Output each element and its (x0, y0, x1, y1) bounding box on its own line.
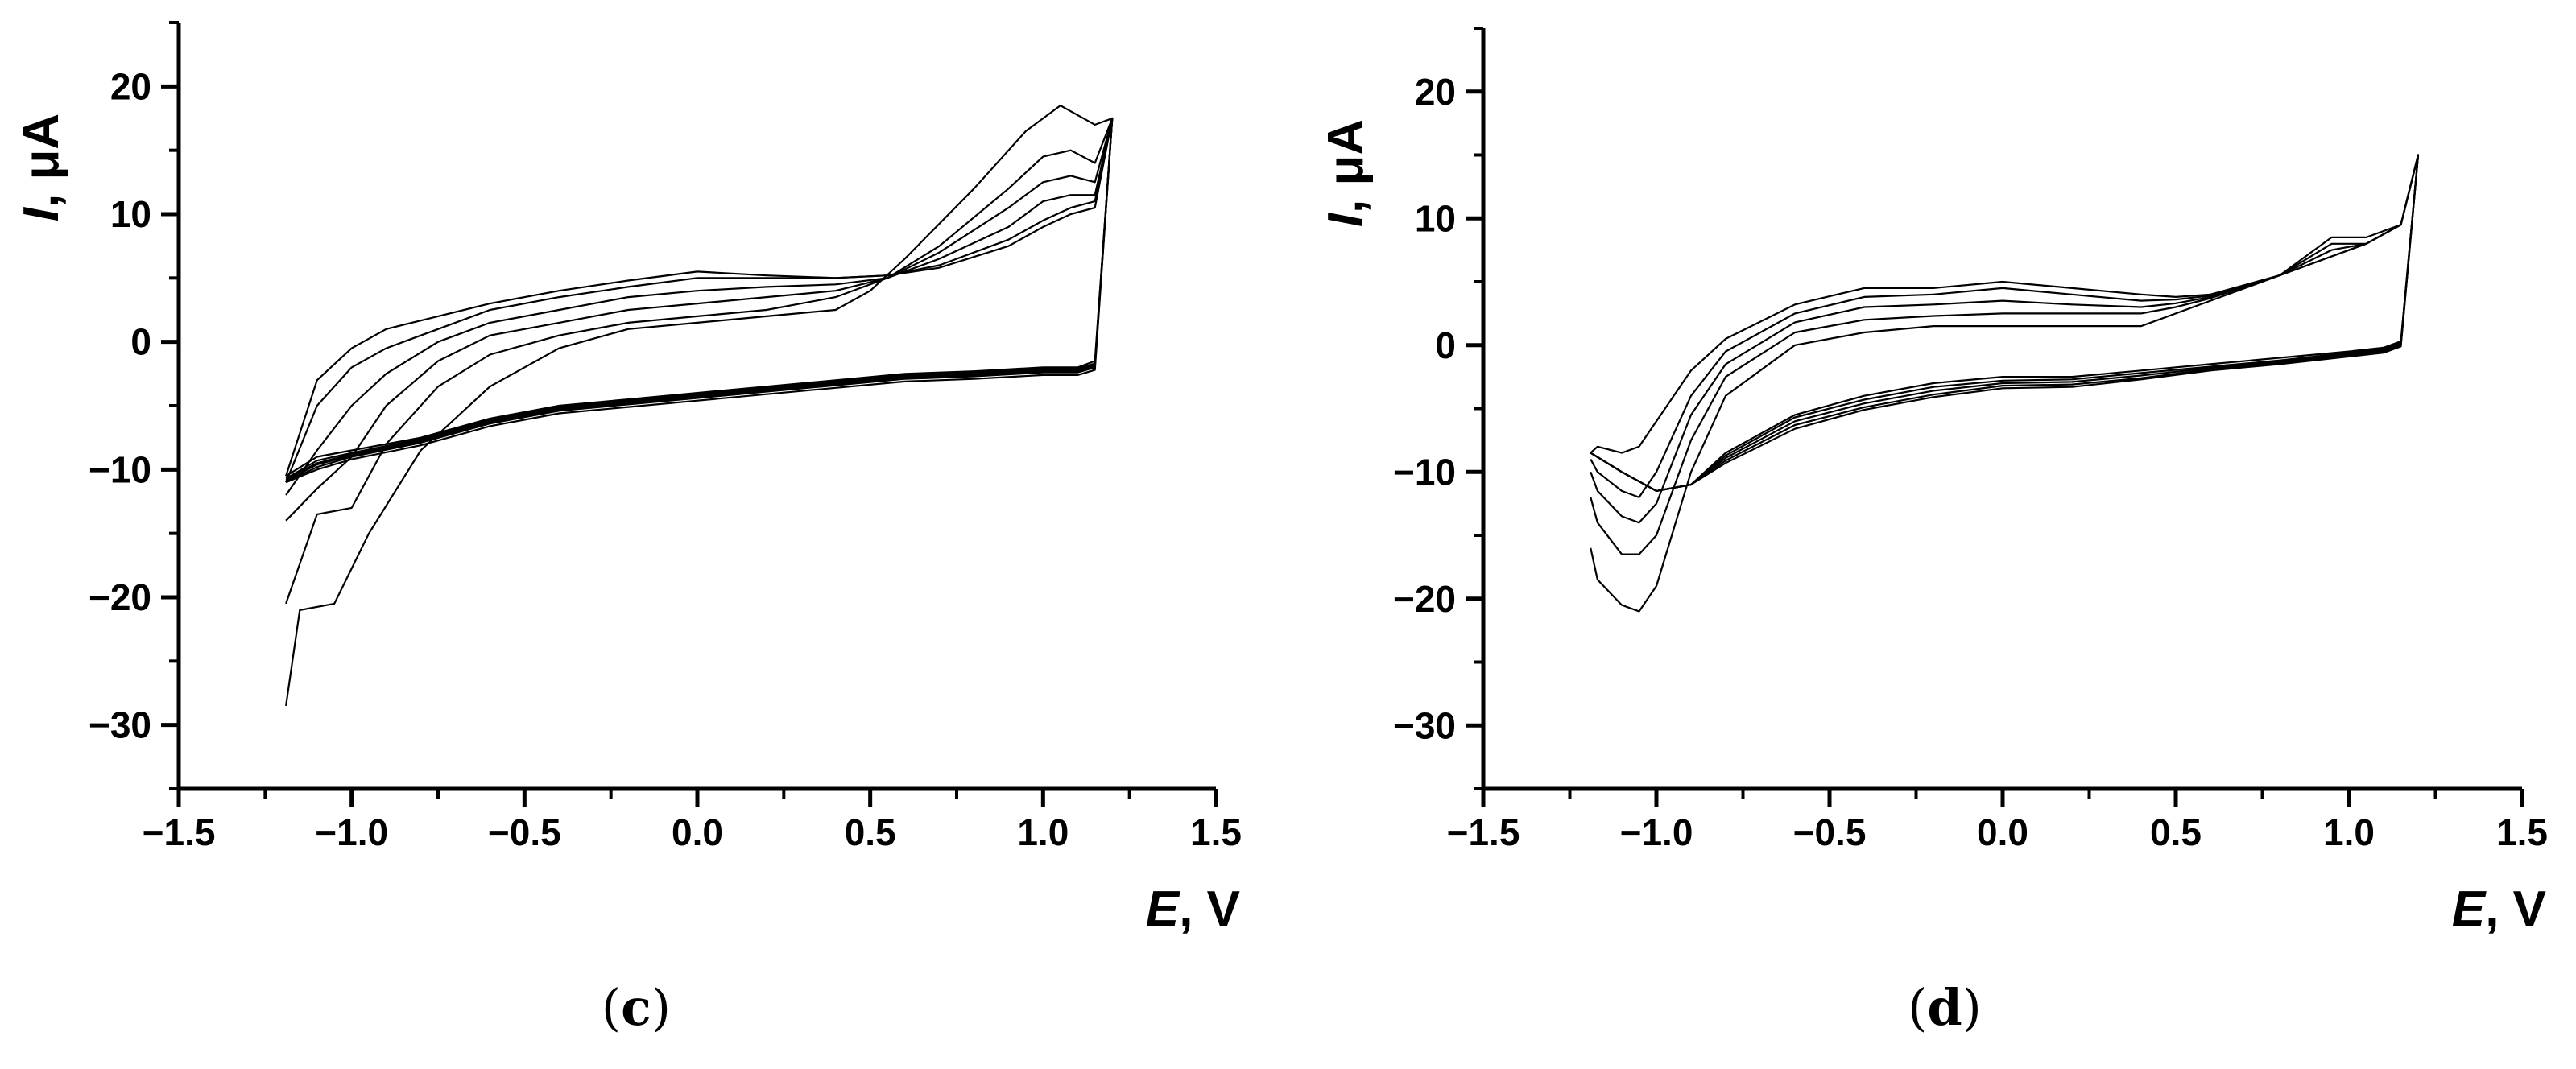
y-axis-label-symbol: I (1318, 212, 1374, 227)
x-tick-label: 1.0 (2323, 811, 2375, 853)
y-tick-label: −20 (1393, 578, 1456, 620)
x-axis-label-unit: , V (1179, 881, 1240, 937)
cv-cycle-line (285, 117, 1114, 522)
y-tick-label: −30 (1393, 704, 1456, 746)
x-axis-label-symbol: E (2452, 881, 2487, 937)
panel-caption-c: (c) (601, 978, 672, 1037)
y-axis-label: I, μA (1318, 119, 1374, 227)
x-tick-label: −1.0 (315, 811, 388, 853)
x-axis-label: E, V (2452, 881, 2546, 937)
x-axis-label-symbol: E (1146, 881, 1180, 937)
panel-caption-d: (d) (1908, 978, 1982, 1037)
x-tick-label: −1.5 (143, 811, 216, 853)
y-tick-label: 10 (110, 193, 151, 235)
y-tick-label: −20 (89, 576, 151, 618)
y-tick-label: −10 (89, 448, 151, 490)
x-tick-label: 0.5 (2150, 811, 2202, 853)
x-tick-label: −0.5 (1793, 811, 1867, 853)
cv-cycle-line (1590, 154, 2420, 555)
x-tick-label: 1.5 (1190, 811, 1242, 853)
y-tick-label: −30 (89, 704, 151, 746)
x-tick-label: 1.5 (2496, 811, 2548, 853)
x-tick-label: −1.0 (1620, 811, 1693, 853)
cv-cycle-line (285, 117, 1114, 496)
x-tick-label: 0.0 (1977, 811, 2028, 853)
cv-cycle-line (285, 117, 1114, 605)
x-tick-label: 1.0 (1017, 811, 1069, 853)
x-axis-label-unit: , V (2485, 881, 2546, 937)
cv-cycle-line (285, 117, 1114, 484)
x-tick-label: −1.5 (1447, 811, 1520, 853)
y-tick-label: 10 (1415, 197, 1456, 239)
y-axis-label-symbol: I (14, 206, 69, 221)
x-axis-label: E, V (1146, 881, 1240, 937)
x-tick-label: 0.0 (672, 811, 723, 853)
y-tick-label: 20 (1415, 71, 1456, 113)
x-tick-label: 0.5 (845, 811, 896, 853)
cv-cycle-line (1590, 154, 2420, 492)
y-tick-label: 0 (130, 321, 151, 363)
y-tick-label: 0 (1435, 324, 1456, 366)
y-axis-label-unit: , μA (14, 114, 69, 208)
cv-cycle-line (285, 117, 1114, 484)
x-tick-label: −0.5 (488, 811, 561, 853)
y-axis-label: I, μA (14, 114, 69, 221)
plot-panel-c: −1.5 −1.0 −0.5 0.0 0.5 1.0 1.5 −30 −20 −10 0 10 20 E,… (14, 21, 1242, 937)
cv-cycle-line (285, 105, 1114, 707)
y-tick-label: −10 (1393, 451, 1456, 493)
plot-panel-d: −1.5 −1.0 −0.5 0.0 0.5 1.0 1.5 −30 −20 −10 0 10 20 E,… (1318, 27, 2548, 937)
y-axis-label-unit: , μA (1318, 119, 1374, 213)
cv-cycle-line (1590, 154, 2420, 498)
y-tick-label: 20 (110, 65, 151, 107)
